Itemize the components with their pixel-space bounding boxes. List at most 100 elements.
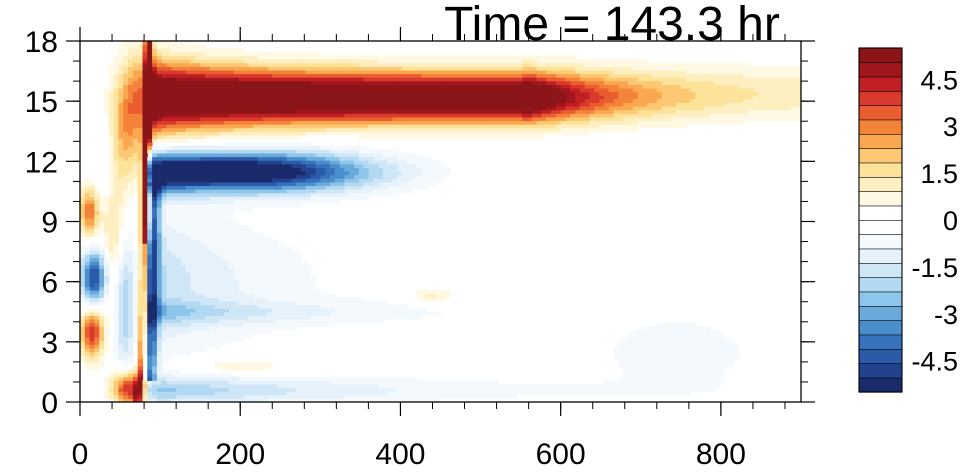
heatmap-cell [214,329,220,335]
heatmap-cell [329,297,336,302]
heatmap-cell [315,87,321,93]
heatmap-cell [363,315,369,320]
heatmap-cell [411,174,418,179]
heatmap-cell [204,391,211,396]
heatmap-cell [147,279,153,284]
heatmap-cell [147,286,153,291]
heatmap-cell [238,48,245,53]
heatmap-cell [281,102,288,107]
heatmap-cell [180,257,187,262]
heatmap-cell [277,189,283,194]
heatmap-cell [152,380,158,385]
heatmap-cell [296,145,302,150]
heatmap-cell [253,192,259,197]
heatmap-cell [272,203,278,208]
heatmap-cell [161,41,168,46]
heatmap-cell [166,369,172,374]
heatmap-cell [113,225,120,230]
heatmap-cell [200,203,206,208]
heatmap-cell [214,228,220,233]
heatmap-cell [392,98,398,103]
heatmap-cell [267,199,273,205]
heatmap-cell [229,308,235,313]
heatmap-cell [257,73,264,78]
heatmap-cell [233,315,240,320]
heatmap-cell [233,145,240,150]
heatmap-cell [281,170,288,176]
heatmap-cell [166,286,172,291]
heatmap-cell [416,91,422,96]
heatmap-cell [368,109,374,114]
heatmap-cell [190,264,196,270]
heatmap-cell [214,268,220,273]
heatmap-cell [267,239,273,244]
heatmap-cell [180,308,187,313]
heatmap-cell [195,282,201,288]
heatmap-cell [80,340,86,345]
heatmap-cell [176,243,182,248]
heatmap-cell [142,243,148,248]
heatmap-cell [147,214,153,219]
heatmap-cell [262,380,269,385]
heatmap-cell [224,253,230,259]
heatmap-cell [397,102,403,107]
heatmap-cell [243,113,249,118]
heatmap-cell [200,340,206,345]
heatmap-cell [329,66,336,71]
heatmap-cell [305,174,312,179]
heatmap-cell [257,398,264,402]
heatmap-cell [353,185,360,190]
heatmap-cell [296,380,302,385]
heatmap-cell [406,95,413,100]
heatmap-cell [320,120,326,125]
heatmap-cell [118,62,124,67]
heatmap-cell [243,102,249,107]
heatmap-cell [137,149,144,154]
heatmap-cell [89,181,96,186]
heatmap-cell [214,380,220,385]
heatmap-cell [204,311,211,316]
heatmap-cell [137,326,144,331]
heatmap-cell [156,210,163,215]
heatmap-cell [253,261,259,266]
heatmap-cell [147,329,153,335]
heatmap-cell [108,167,115,172]
heatmap-cell [204,228,211,233]
heatmap-cell [176,116,182,122]
heatmap-cell [257,59,264,64]
heatmap-cell [267,66,273,71]
heatmap-cell [147,131,153,136]
heatmap-cell [402,315,408,320]
heatmap-cell [200,214,206,219]
heatmap-cell [195,333,201,338]
heatmap-cell [219,243,225,248]
heatmap-cell [325,189,331,194]
heatmap-cell [190,127,196,132]
heatmap-cell [176,239,182,244]
heatmap-cell [272,167,278,172]
heatmap-cell [152,152,158,158]
heatmap-cell [291,84,297,89]
heatmap-cell [219,167,225,172]
heatmap-cell [118,293,124,298]
heatmap-cell [156,44,163,49]
heatmap-cell [349,376,355,381]
heatmap-cell [329,189,336,194]
heatmap-cell [253,156,259,161]
heatmap-cell [296,304,302,309]
heatmap-cell [128,329,134,335]
heatmap-cell [195,192,201,197]
heatmap-cell [402,391,408,396]
heatmap-cell [253,178,259,183]
heatmap-cell [89,275,96,280]
heatmap-cell [204,337,211,342]
heatmap-cell [108,160,115,165]
heatmap-cell [281,322,288,327]
heatmap-cell [411,315,418,320]
heatmap-cell [94,351,100,356]
heatmap-cell [387,66,394,71]
heatmap-cell [301,304,307,309]
heatmap-cell [209,261,216,266]
heatmap-cell [325,66,331,71]
heatmap-cell [224,80,230,85]
